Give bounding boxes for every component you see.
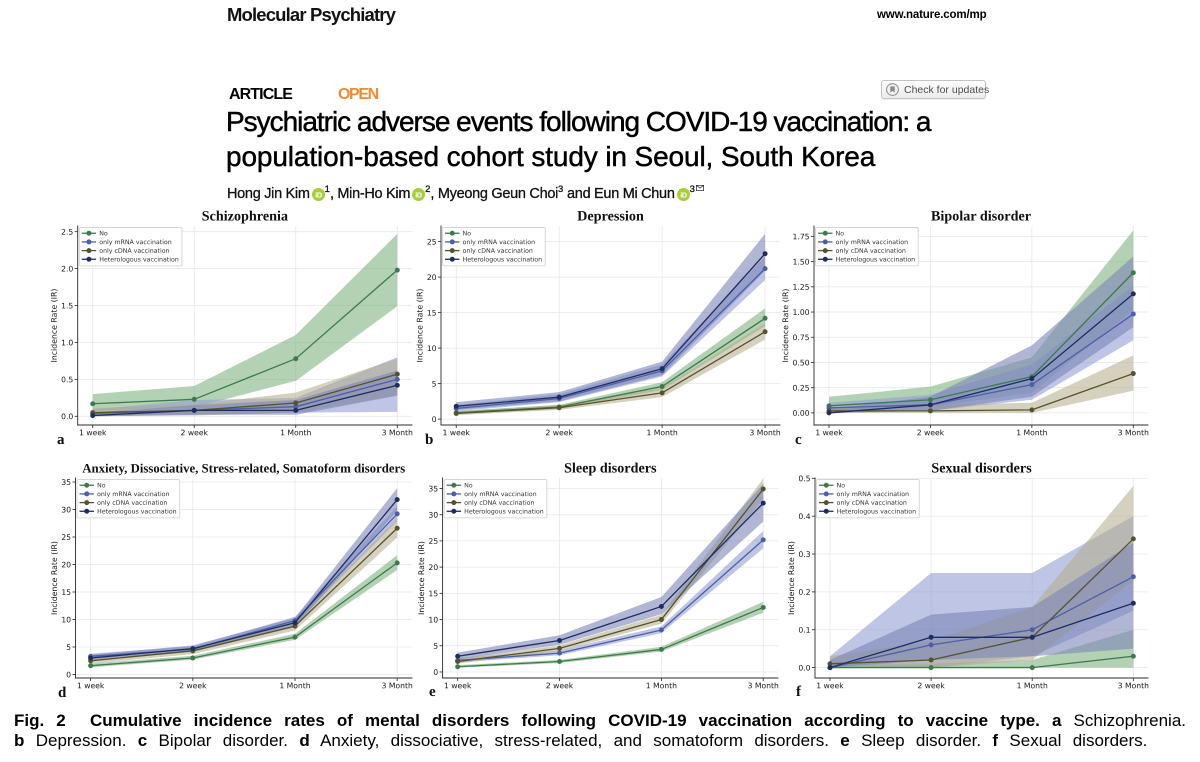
svg-text:iD: iD: [415, 190, 422, 199]
svg-text:iD: iD: [315, 190, 322, 199]
svg-text:iD: iD: [680, 190, 687, 199]
